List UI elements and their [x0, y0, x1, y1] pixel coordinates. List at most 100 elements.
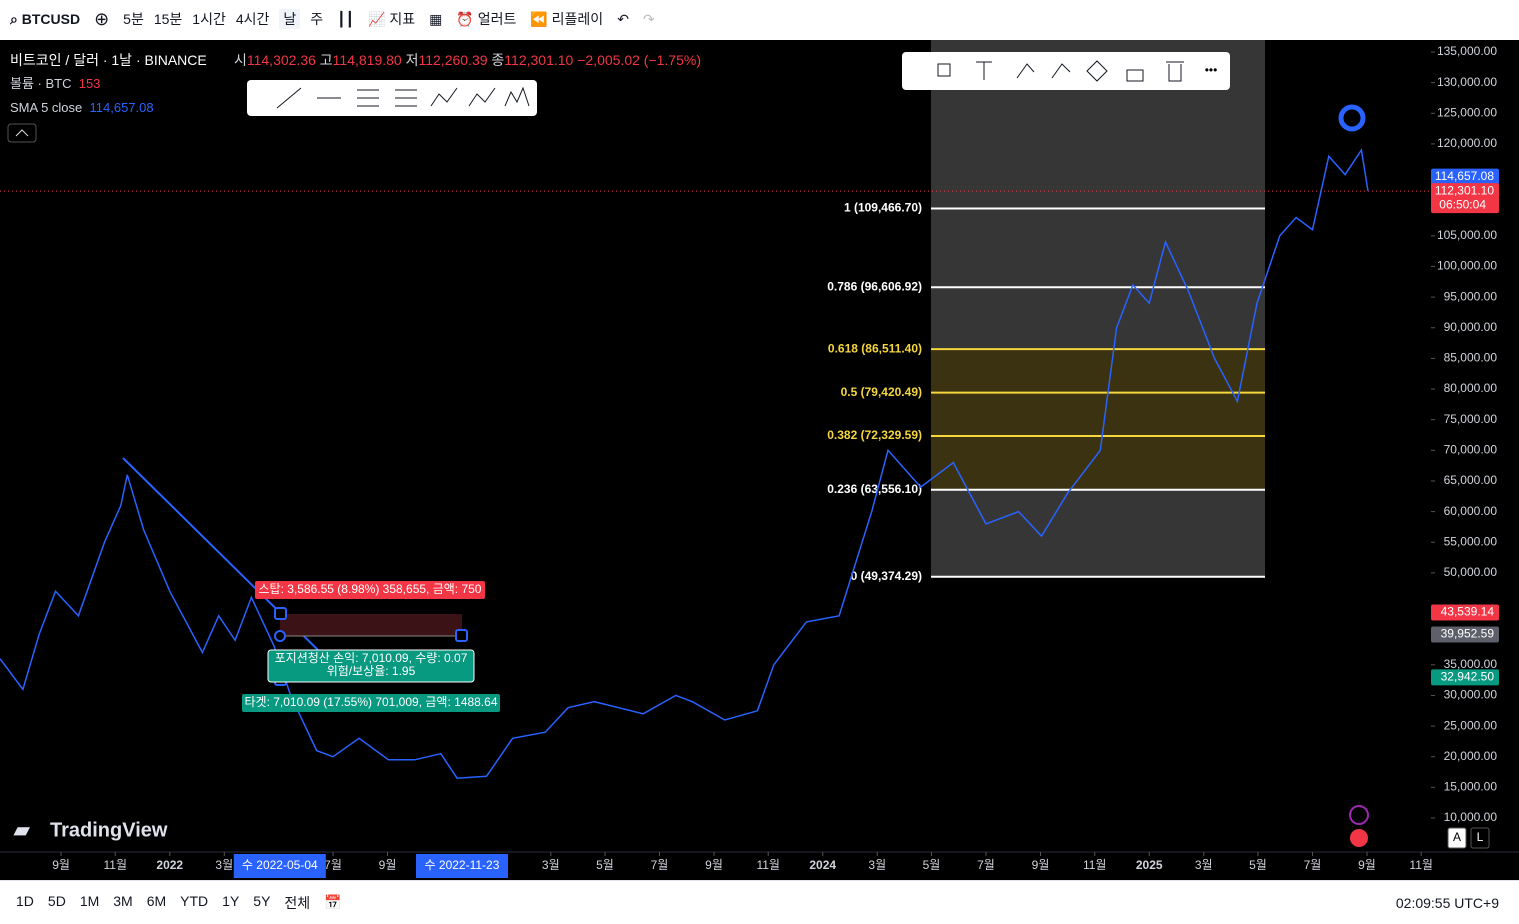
y-tick-label: 35,000.00 — [1444, 657, 1498, 671]
price-label: 39,952.59 — [1441, 627, 1495, 641]
range[interactable]: 1M — [79, 892, 100, 909]
price-label-bg — [1431, 669, 1499, 686]
x-tick-label: 11월 — [756, 858, 780, 872]
scale-button[interactable]: L — [1477, 830, 1484, 844]
object-icon-shapes[interactable] — [937, 60, 1184, 82]
handle[interactable] — [274, 630, 286, 642]
layouts[interactable]: ▦ — [429, 10, 443, 27]
ohlc-value: 112,301.10 — [504, 52, 574, 68]
range[interactable]: 1Y — [222, 892, 240, 909]
more[interactable]: ••• — [1205, 63, 1218, 77]
y-tick-label: 105,000.00 — [1437, 228, 1497, 242]
replay-text: 리플레이 — [551, 11, 604, 27]
fib-label: 0.236 (63,556.10) — [827, 482, 922, 496]
fib-label: 0.5 (79,420.49) — [841, 385, 922, 399]
volume-label: 볼륨 · BTC — [10, 76, 72, 91]
x-tick-label: 7월 — [977, 858, 995, 872]
x-tick-label: 3월 — [542, 858, 560, 872]
redo[interactable]: ↷ — [642, 10, 655, 27]
pnl-bg — [267, 649, 475, 683]
x-tick-label: 2025 — [1136, 858, 1163, 872]
ohlc-value: 114,302.36 — [246, 52, 316, 68]
chart-bg — [0, 40, 1519, 880]
alert[interactable]: ⏰ 얼러트 — [456, 11, 517, 27]
y-tick-label: 100,000.00 — [1437, 259, 1497, 273]
y-tick-label: 120,000.00 — [1437, 136, 1497, 150]
drawing-icons — [276, 86, 530, 109]
position-label-bg — [242, 694, 500, 712]
interval[interactable]: 4시간 — [235, 11, 270, 27]
pnl-label: 포지션청산 손익: 7,010.09, 수량: 0.07 — [275, 651, 468, 665]
interval[interactable]: 1시간 — [192, 11, 226, 27]
tool-icons[interactable] — [276, 86, 530, 109]
fib-label: 0.786 (96,606.92) — [827, 279, 922, 293]
y-tick-label: 125,000.00 — [1437, 105, 1497, 119]
interval[interactable]: 주 — [310, 11, 324, 27]
scale-button-bg — [1470, 827, 1490, 849]
collapse-icon — [15, 129, 29, 137]
y-tick-label: 10,000.00 — [1444, 810, 1498, 824]
event-icon[interactable] — [1350, 829, 1368, 847]
x-tick-label: 2024 — [809, 858, 836, 872]
y-tick-label: 55,000.00 — [1444, 534, 1498, 548]
add[interactable]: ⊕ — [94, 8, 110, 29]
date-range[interactable]: 📅 — [324, 894, 342, 910]
object-icons: ••• — [937, 60, 1218, 82]
handle[interactable] — [274, 607, 287, 620]
clock: 02:09:55 UTC+9 — [1395, 894, 1499, 911]
stop-zone[interactable] — [280, 614, 462, 636]
replay[interactable]: ⏪ 리플레이 — [530, 11, 604, 27]
handle[interactable] — [455, 629, 468, 642]
ohlc-label: 고 — [319, 52, 333, 68]
y-tick-label: 15,000.00 — [1444, 780, 1498, 794]
highlight-circle — [1338, 104, 1366, 132]
legend-title: 비트코인 / 달러 · 1날 · BINANCE — [10, 52, 207, 68]
y-tick-label: 20,000.00 — [1444, 749, 1498, 763]
sma-label: SMA 5 close — [10, 100, 83, 115]
x-tick-label: 2022 — [156, 858, 183, 872]
undo[interactable]: ↶ — [617, 10, 629, 27]
range[interactable]: 6M — [146, 892, 167, 909]
watermark-logo: ▰ — [13, 819, 30, 841]
object-toolbar: ••• — [902, 52, 1230, 90]
y-tick-label: 30,000.00 — [1444, 688, 1498, 702]
indicators[interactable]: 📈 지표 — [368, 11, 416, 27]
scale-button-bg — [1447, 827, 1467, 849]
fib-label: 0 (49,374.29) — [851, 569, 922, 583]
x-tick-label: 7월 — [324, 858, 342, 872]
ohlc-value: 112,260.39 — [418, 52, 488, 68]
scale-button[interactable]: A — [1453, 830, 1461, 844]
x-tick-label: 11월 — [1409, 858, 1433, 872]
flash-icon[interactable] — [1349, 805, 1369, 825]
interval[interactable]: 5분 — [123, 11, 144, 27]
interval[interactable]: 15분 — [153, 11, 183, 27]
x-tick-label: 7월 — [651, 858, 669, 872]
watermark: TradingView — [50, 819, 168, 841]
position-label: 스탑: 3,586.55 (8.98%) 358,655, 금액: 750 — [259, 582, 482, 596]
x-tick-label: 7월 — [1304, 858, 1322, 872]
range[interactable]: 3M — [113, 892, 133, 909]
symbol[interactable]: ⌕ BTCUSD — [10, 10, 81, 27]
range[interactable]: 전체 — [284, 894, 311, 911]
collapse-button[interactable] — [7, 123, 37, 143]
chart-style[interactable]: ┃┃ — [337, 10, 355, 27]
price-label: 43,539.14 — [1441, 605, 1495, 619]
price-label: 112,301.10 — [1435, 183, 1494, 197]
fib-zone — [931, 349, 1265, 490]
ratio-label: 위험/보상율: 1.95 — [327, 664, 416, 678]
ohlc-label: 저 — [405, 52, 419, 68]
range[interactable]: 1D — [16, 892, 34, 909]
y-tick-label: 135,000.00 — [1437, 44, 1497, 58]
x-marker-bg — [415, 854, 508, 878]
interval[interactable]: 날 — [279, 9, 301, 29]
y-tick-label: 80,000.00 — [1444, 381, 1498, 395]
range[interactable]: 5D — [47, 892, 66, 909]
x-marker-bg — [233, 854, 326, 878]
price-label-bg — [1431, 168, 1499, 185]
x-tick-label: 11월 — [103, 858, 127, 872]
x-tick-label: 11월 — [1083, 858, 1107, 872]
range[interactable]: 5Y — [253, 892, 271, 909]
y-tick-label: 70,000.00 — [1444, 442, 1498, 456]
symbol-text: BTCUSD — [21, 10, 81, 27]
range[interactable]: YTD — [180, 892, 209, 909]
